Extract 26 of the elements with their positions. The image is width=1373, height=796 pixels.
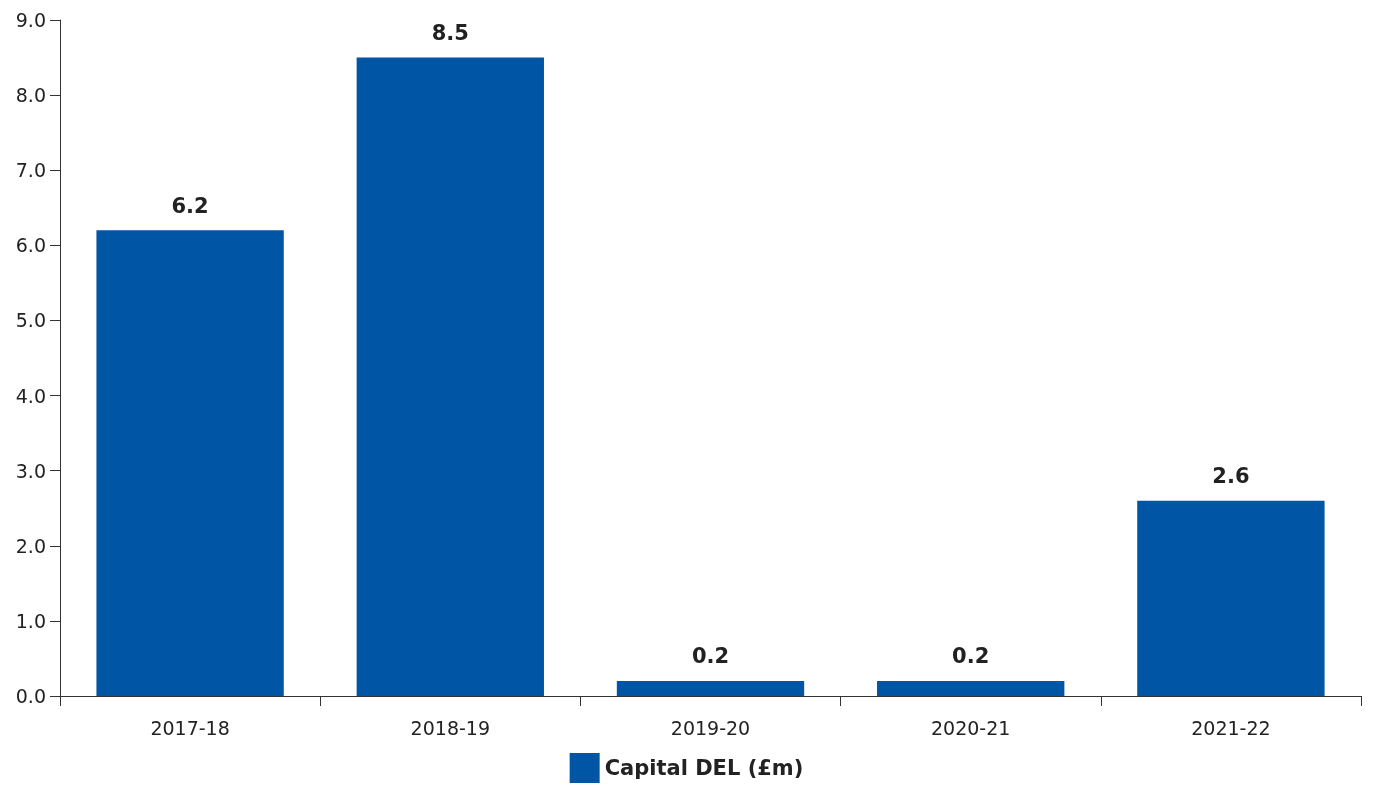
y-tick-label: 6.0 <box>15 234 46 257</box>
x-tick-label: 2018-19 <box>410 716 490 739</box>
legend-label: Capital DEL (£m) <box>604 756 804 780</box>
bar <box>616 680 805 696</box>
bar <box>356 57 544 696</box>
y-tick-label: 0.0 <box>15 685 46 707</box>
y-tick-label: 3.0 <box>15 459 46 482</box>
data-label: 0.2 <box>691 644 730 669</box>
x-tick-label: 2020-21 <box>931 716 1011 739</box>
bar <box>1137 500 1325 696</box>
y-tick-label: 5.0 <box>15 309 46 332</box>
data-label: 0.2 <box>952 644 990 669</box>
bar <box>877 680 1065 696</box>
data-label: 2.6 <box>1212 464 1250 489</box>
data-label: 8.5 <box>431 21 469 46</box>
y-tick-label: 9.0 <box>15 9 46 31</box>
y-tick-label: 7.0 <box>15 159 46 182</box>
data-label: 6.2 <box>171 193 209 218</box>
x-tick-label: 2021-22 <box>1191 716 1271 739</box>
x-tick-label: 2017-18 <box>150 716 230 739</box>
bar <box>96 230 284 696</box>
y-tick-label: 8.0 <box>15 84 46 107</box>
y-tick-label: 1.0 <box>15 609 46 632</box>
y-tick-label: 2.0 <box>15 534 46 557</box>
x-tick-label: 2019-20 <box>670 716 751 739</box>
y-tick-label: 4.0 <box>15 384 46 407</box>
